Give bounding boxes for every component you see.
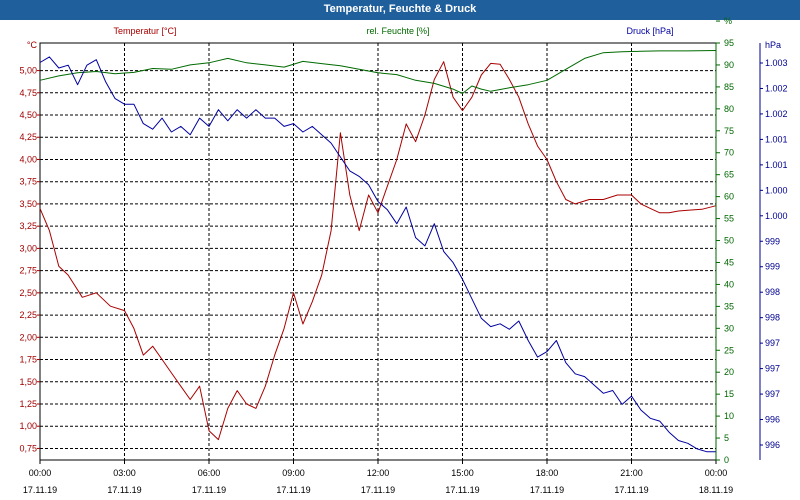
humidity-tick-label: 40 [724, 279, 734, 289]
x-tick-label: 00:00 [29, 468, 52, 478]
pressure-tick-label: 1.001 [765, 160, 788, 170]
temp-tick-label: 3,50 [19, 199, 37, 209]
temp-tick-label: 3,25 [19, 221, 37, 231]
pressure-tick-label: 999 [765, 262, 780, 272]
temp-tick-label: 4,50 [19, 110, 37, 120]
series-line-humidity [39, 50, 717, 94]
pressure-tick-label: 997 [765, 389, 780, 399]
temp-tick-label: 0,75 [19, 443, 37, 453]
pressure-axis-unit: hPa [765, 40, 781, 50]
humidity-tick-label: 30 [724, 323, 734, 333]
x-tick-label: 03:00 [113, 468, 136, 478]
temp-tick-label: 1,00 [19, 421, 37, 431]
humidity-tick-label: 95 [724, 38, 734, 48]
temp-tick-label: 5,00 [19, 66, 37, 76]
temp-tick-label: 1,75 [19, 355, 37, 365]
humidity-tick-label: 15 [724, 389, 734, 399]
humidity-tick-label: 10 [724, 411, 734, 421]
pressure-tick-label: 1.002 [765, 83, 788, 93]
x-date-label: 18.11.19 [699, 485, 733, 495]
humidity-tick-label: 65 [724, 170, 734, 180]
pressure-tick-label: 998 [765, 313, 780, 323]
x-date-label: 17.11.19 [361, 485, 395, 495]
x-date-label: 17.11.19 [614, 485, 648, 495]
series-name-pressure: Druck [hPa] [626, 26, 673, 36]
humidity-tick-label: 90 [724, 60, 734, 70]
humidity-tick-label: 0 [724, 455, 729, 465]
chart-title: Temperatur, Feuchte & Druck [0, 0, 800, 20]
humidity-tick-label: % [724, 16, 732, 26]
pressure-tick-label: 997 [765, 364, 780, 374]
temp-tick-label: 1,50 [19, 377, 37, 387]
grid [40, 43, 716, 460]
x-tick-label: 21:00 [620, 468, 643, 478]
x-tick-label: 00:00 [705, 468, 728, 478]
temp-tick-label: 2,50 [19, 288, 37, 298]
humidity-tick-label: 5 [724, 433, 729, 443]
x-tick-label: 15:00 [451, 468, 474, 478]
temp-axis-unit: °C [27, 40, 38, 50]
temp-tick-label: 1,25 [19, 399, 37, 409]
pressure-tick-label: 998 [765, 287, 780, 297]
pressure-tick-label: 1.000 [765, 211, 788, 221]
x-date-label: 17.11.19 [192, 485, 226, 495]
humidity-tick-label: 20 [724, 367, 734, 377]
humidity-tick-label: 55 [724, 214, 734, 224]
humidity-tick-label: 75 [724, 126, 734, 136]
x-date-label: 17.11.19 [445, 485, 479, 495]
x-date-label: 17.11.19 [276, 485, 310, 495]
humidity-tick-label: 35 [724, 301, 734, 311]
x-tick-label: 09:00 [282, 468, 305, 478]
temp-tick-label: 4,25 [19, 132, 37, 142]
temp-tick-label: 3,75 [19, 177, 37, 187]
series-layer [39, 50, 717, 453]
temp-tick-label: 4,00 [19, 154, 37, 164]
x-tick-label: 06:00 [198, 468, 221, 478]
humidity-tick-label: 25 [724, 345, 734, 355]
temp-tick-label: 3,00 [19, 243, 37, 253]
pressure-tick-label: 996 [765, 440, 780, 450]
temp-tick-label: 2,00 [19, 332, 37, 342]
x-tick-label: 12:00 [367, 468, 390, 478]
x-date-label: 17.11.19 [23, 485, 57, 495]
series-line-pressure [39, 56, 716, 453]
pressure-tick-label: 1.003 [765, 58, 788, 68]
pressure-tick-label: 996 [765, 415, 780, 425]
temp-tick-label: 2,75 [19, 266, 37, 276]
humidity-tick-label: 80 [724, 104, 734, 114]
pressure-tick-label: 1.000 [765, 185, 788, 195]
pressure-tick-label: 1.001 [765, 134, 788, 144]
axes-layer: 00:00 17.11.19 03:00 17.11.19 06:00 17.11.19 0… [19, 16, 787, 495]
pressure-tick-label: 997 [765, 338, 780, 348]
pressure-tick-label: 999 [765, 236, 780, 246]
temp-tick-label: 4,75 [19, 88, 37, 98]
temp-tick-label: 2,25 [19, 310, 37, 320]
humidity-tick-label: 85 [724, 82, 734, 92]
pressure-tick-label: 1.002 [765, 109, 788, 119]
series-line-temperature [39, 61, 717, 441]
x-date-label: 17.11.19 [107, 485, 141, 495]
humidity-tick-label: 70 [724, 148, 734, 158]
humidity-tick-label: 60 [724, 192, 734, 202]
x-date-label: 17.11.19 [530, 485, 564, 495]
series-name-temperature: Temperatur [°C] [113, 26, 176, 36]
humidity-tick-label: 50 [724, 236, 734, 246]
series-name-humidity: rel. Feuchte [%] [366, 26, 429, 36]
humidity-tick-label: 45 [724, 257, 734, 267]
x-tick-label: 18:00 [536, 468, 559, 478]
